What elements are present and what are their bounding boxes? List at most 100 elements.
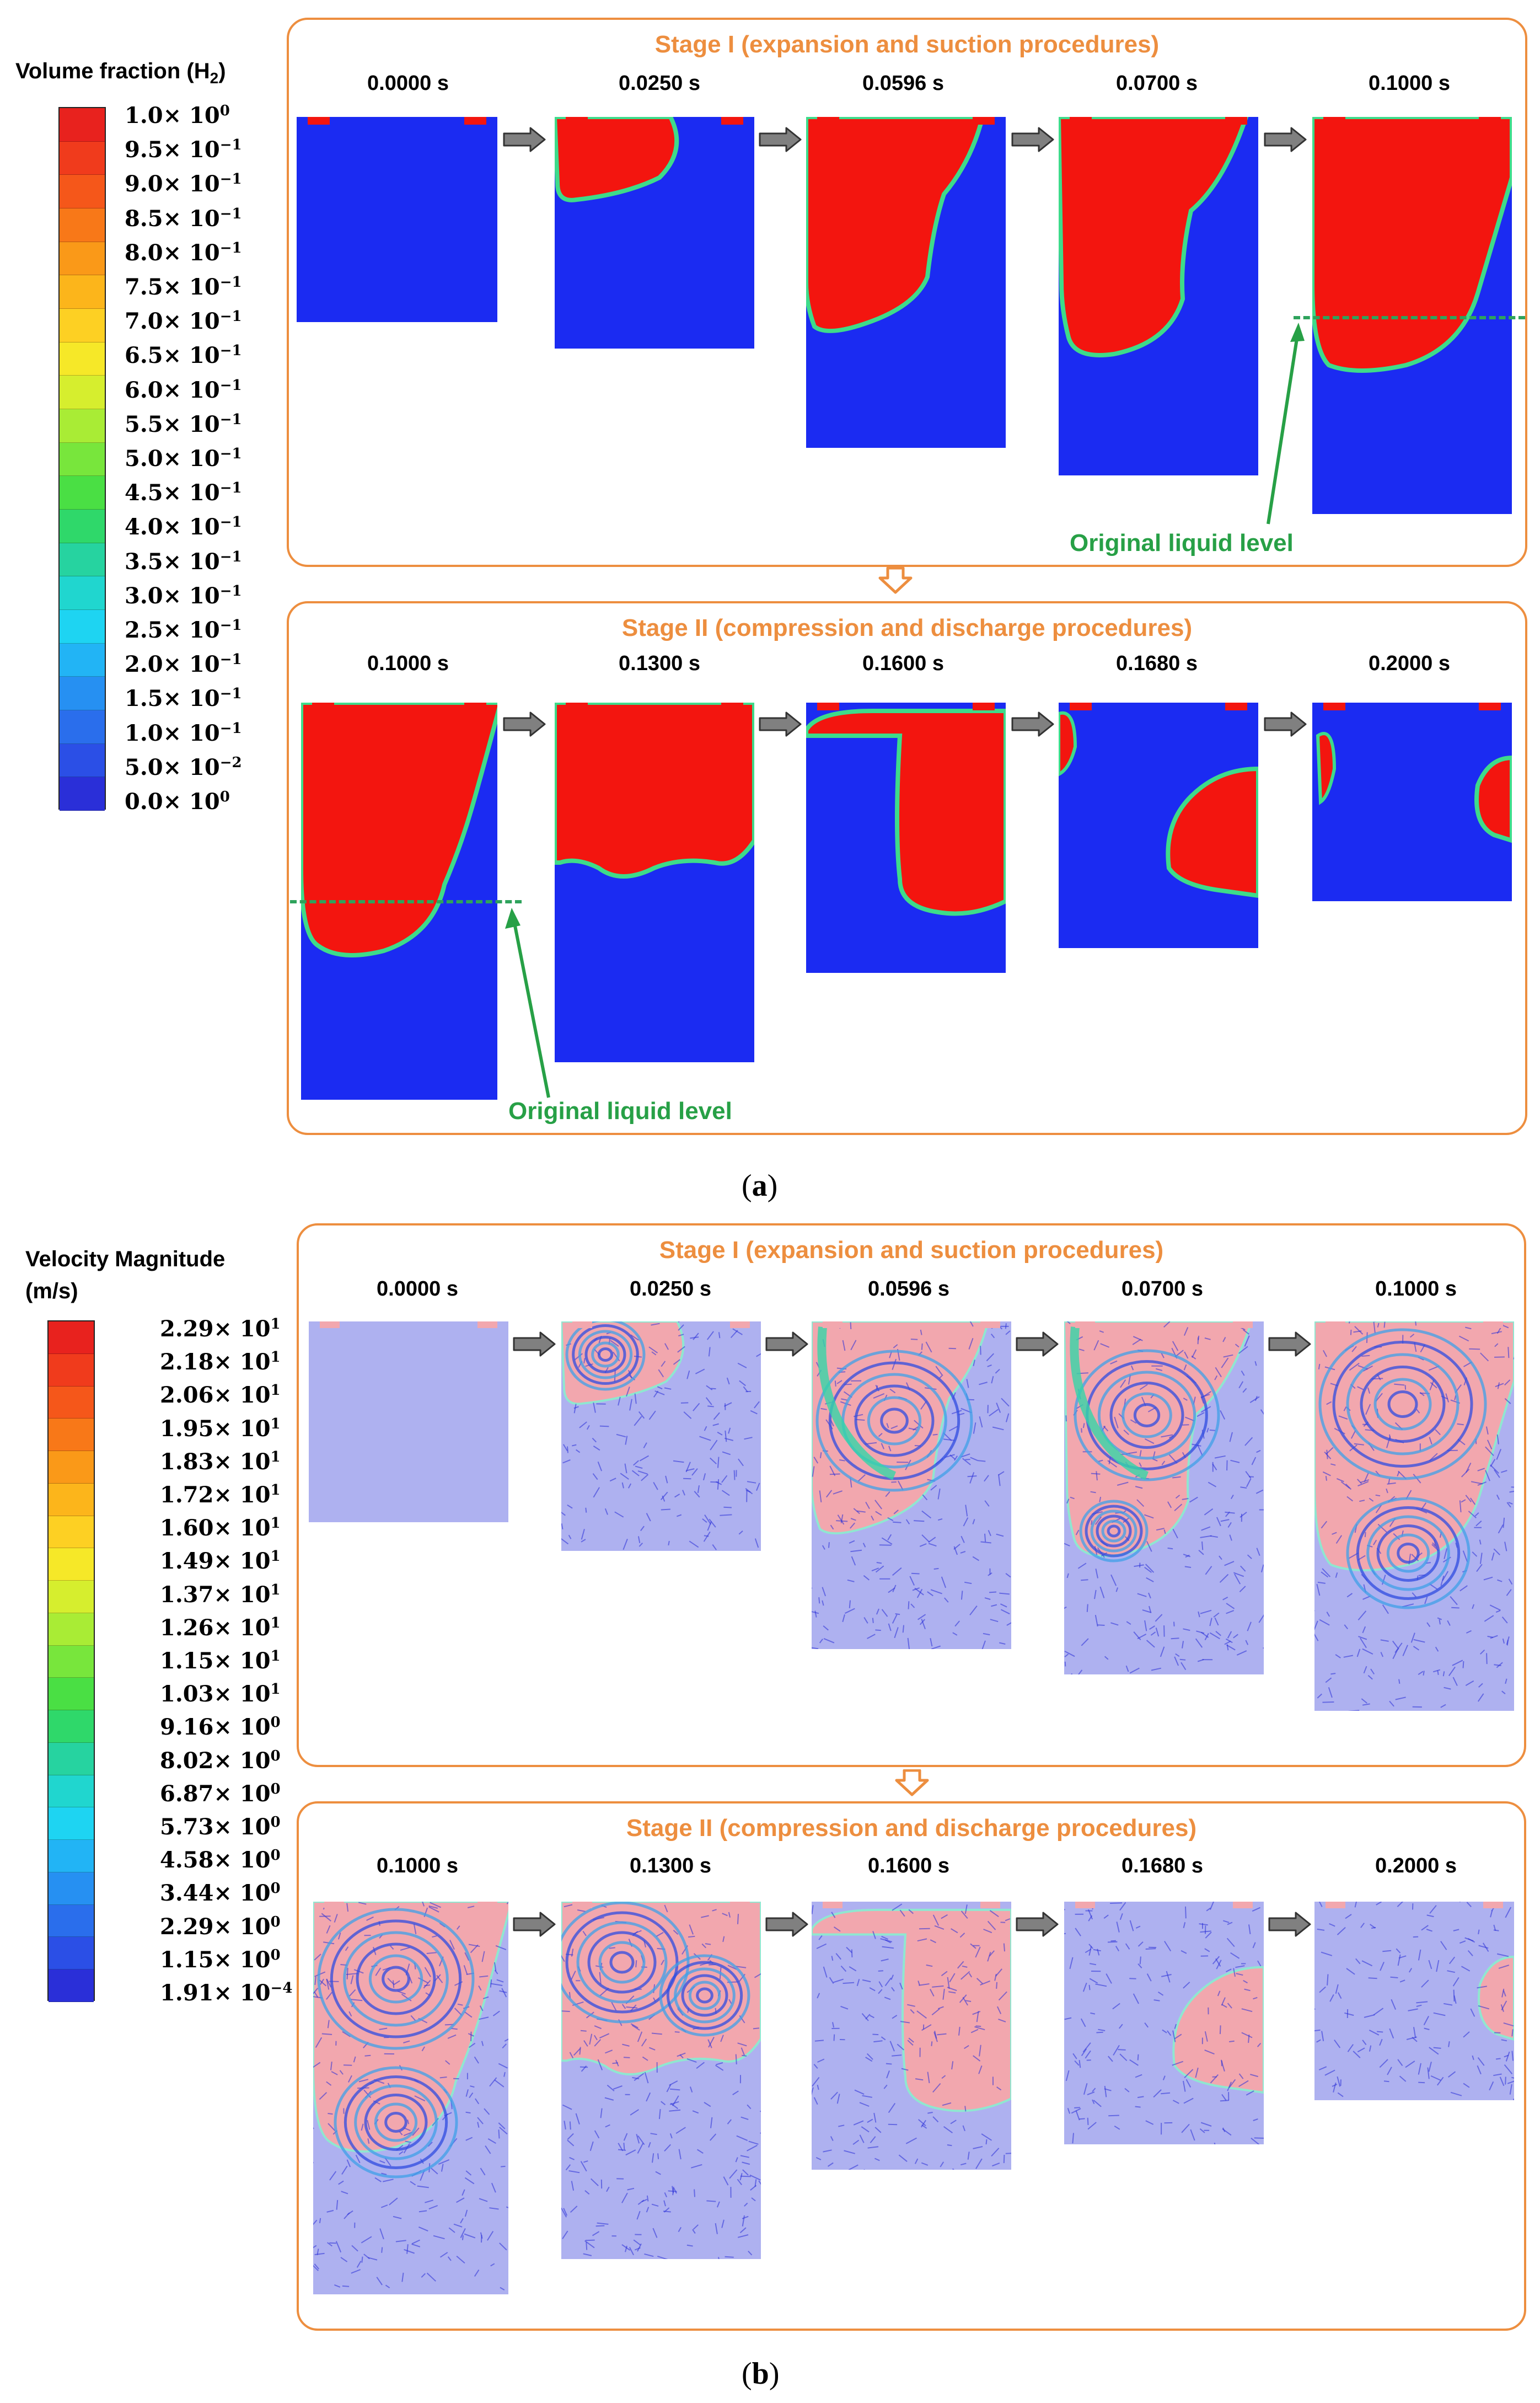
time-label: 0.1000 s bbox=[377, 1854, 458, 1877]
legend-tick-label: 1.95× 101 bbox=[160, 1415, 281, 1442]
time-label: 0.1000 s bbox=[1369, 72, 1450, 95]
legend-tick-label: 6.0× 10−1 bbox=[125, 377, 242, 403]
legend-color-cell bbox=[49, 1516, 94, 1549]
volume-fraction-panel bbox=[806, 117, 1006, 448]
legend-tick-label: 3.5× 10−1 bbox=[125, 548, 242, 575]
legend-color-cell bbox=[49, 1937, 94, 1970]
legend-color-cell bbox=[49, 1451, 94, 1484]
legend-tick-label: 6.87× 100 bbox=[160, 1780, 281, 1807]
stage-transition-arrow-a bbox=[878, 566, 913, 595]
legend-tick-label: 9.16× 100 bbox=[160, 1714, 281, 1741]
time-label: 0.1600 s bbox=[868, 1854, 949, 1877]
legend-tick-label: 0.0× 100 bbox=[125, 789, 230, 815]
legend-color-cell bbox=[60, 342, 105, 376]
legend-color-cell bbox=[60, 175, 105, 208]
legend-tick-label: 1.03× 101 bbox=[160, 1681, 281, 1708]
time-label: 0.0250 s bbox=[619, 72, 700, 95]
legend-color-cell bbox=[49, 1613, 94, 1646]
legend-color-cell bbox=[60, 510, 105, 543]
grey-right-arrow-icon bbox=[765, 1912, 808, 1937]
legend-color-cell bbox=[49, 1742, 94, 1775]
legend-tick-label: 7.0× 10−1 bbox=[125, 308, 242, 335]
legend-tick-label: 1.72× 101 bbox=[160, 1482, 281, 1508]
legend-tick-label: 4.58× 100 bbox=[160, 1847, 281, 1874]
volume-fraction-panel bbox=[1312, 703, 1512, 901]
grey-right-arrow-icon bbox=[1011, 711, 1054, 737]
legend-tick-label: 1.83× 101 bbox=[160, 1448, 281, 1475]
legend-tick-label: 1.15× 101 bbox=[160, 1648, 281, 1674]
velocity-magnitude-panel bbox=[1064, 1321, 1264, 1674]
time-label: 0.0700 s bbox=[1122, 1277, 1203, 1300]
legend-color-cell bbox=[49, 1872, 94, 1905]
time-label: 0.1300 s bbox=[619, 652, 700, 675]
legend-tick-label: 1.0× 10−1 bbox=[125, 720, 242, 746]
volume-fraction-panel bbox=[1312, 117, 1512, 514]
legend-color-cell bbox=[60, 743, 105, 778]
grey-right-arrow-icon bbox=[1016, 1912, 1059, 1937]
legend-color-cell bbox=[49, 1353, 94, 1387]
stage-2-box-a: Stage II (compression and discharge proc… bbox=[287, 601, 1527, 1135]
legend-tick-label: 7.5× 10−1 bbox=[125, 274, 242, 300]
grey-right-arrow-icon bbox=[503, 711, 546, 737]
stage-1-box-b: Stage I (expansion and suction procedure… bbox=[297, 1223, 1526, 1767]
legend-tick-label: 9.0× 10−1 bbox=[125, 171, 242, 197]
legend-color-cell bbox=[60, 409, 105, 443]
liquid-level-arrow-a1 bbox=[1252, 320, 1307, 529]
grey-right-arrow-icon bbox=[759, 127, 802, 152]
legend-tick-label: 3.44× 100 bbox=[160, 1880, 281, 1907]
legend-tick-label: 2.29× 100 bbox=[160, 1913, 281, 1940]
liquid-level-arrow-a2 bbox=[496, 905, 557, 1103]
legend-tick-label: 9.5× 10−1 bbox=[125, 137, 242, 163]
time-label: 0.0596 s bbox=[868, 1277, 949, 1300]
legend-color-cell bbox=[49, 1807, 94, 1840]
legend-color-cell bbox=[49, 1970, 94, 2002]
time-label: 0.1000 s bbox=[1375, 1277, 1457, 1300]
legend-tick-label: 8.5× 10−1 bbox=[125, 205, 242, 232]
time-label: 0.0000 s bbox=[377, 1277, 458, 1300]
stage-1-title-a: Stage I (expansion and suction procedure… bbox=[654, 31, 1160, 58]
legend-color-cell bbox=[60, 242, 105, 276]
grey-right-arrow-icon bbox=[759, 711, 802, 737]
legend-color-cell bbox=[49, 1483, 94, 1516]
legend-color-cell bbox=[49, 1678, 94, 1711]
legend-color-cell bbox=[60, 710, 105, 744]
volume-fraction-panel bbox=[297, 117, 497, 322]
liquid-level-line-a2 bbox=[290, 900, 522, 903]
legend-tick-label: 1.60× 101 bbox=[160, 1515, 281, 1542]
velocity-magnitude-panel bbox=[561, 1902, 761, 2259]
legend-color-cell bbox=[60, 376, 105, 409]
legend-tick-label: 8.0× 10−1 bbox=[125, 239, 242, 266]
time-label: 0.1000 s bbox=[367, 652, 449, 675]
liquid-level-label-a2: Original liquid level bbox=[508, 1098, 732, 1125]
legend-color-cell bbox=[60, 208, 105, 242]
grey-right-arrow-icon bbox=[1268, 1912, 1311, 1937]
legend-tick-label: 8.02× 100 bbox=[160, 1747, 281, 1774]
legend-tick-label: 1.5× 10−1 bbox=[125, 686, 242, 712]
legend-color-cell bbox=[49, 1581, 94, 1613]
time-label: 0.2000 s bbox=[1375, 1854, 1457, 1877]
legend-tick-label: 2.18× 101 bbox=[160, 1349, 281, 1376]
time-label: 0.0250 s bbox=[630, 1277, 711, 1300]
legend-tick-label: 4.0× 10−1 bbox=[125, 514, 242, 540]
velocity-magnitude-panel bbox=[1314, 1902, 1514, 2100]
legend-tick-label: 5.73× 100 bbox=[160, 1814, 281, 1840]
legend-color-cell bbox=[60, 108, 105, 142]
legend-color-cell bbox=[60, 141, 105, 175]
grey-right-arrow-icon bbox=[1016, 1331, 1059, 1357]
legend-tick-label: 1.26× 101 bbox=[160, 1614, 281, 1641]
liquid-level-line-a1 bbox=[1294, 316, 1525, 319]
legend-color-cell bbox=[49, 1904, 94, 1938]
legend-tick-label: 5.0× 10−1 bbox=[125, 446, 242, 472]
legend-tick-label: 1.91× 10−4 bbox=[160, 1980, 293, 2006]
legend-color-cell bbox=[49, 1710, 94, 1743]
legend-color-cell bbox=[60, 442, 105, 477]
legend-color-cell bbox=[49, 1645, 94, 1678]
stage-1-title-b: Stage I (expansion and suction procedure… bbox=[659, 1237, 1164, 1264]
velocity-magnitude-panel bbox=[1314, 1321, 1514, 1711]
legend-color-cell bbox=[60, 476, 105, 510]
stage-2-title-b: Stage II (compression and discharge proc… bbox=[626, 1815, 1197, 1842]
time-label: 0.0700 s bbox=[1116, 72, 1198, 95]
legend-tick-label: 2.5× 10−1 bbox=[125, 617, 242, 643]
legend-color-cell bbox=[60, 275, 105, 309]
legend-a-title: Volume fraction (H2) bbox=[15, 59, 226, 87]
